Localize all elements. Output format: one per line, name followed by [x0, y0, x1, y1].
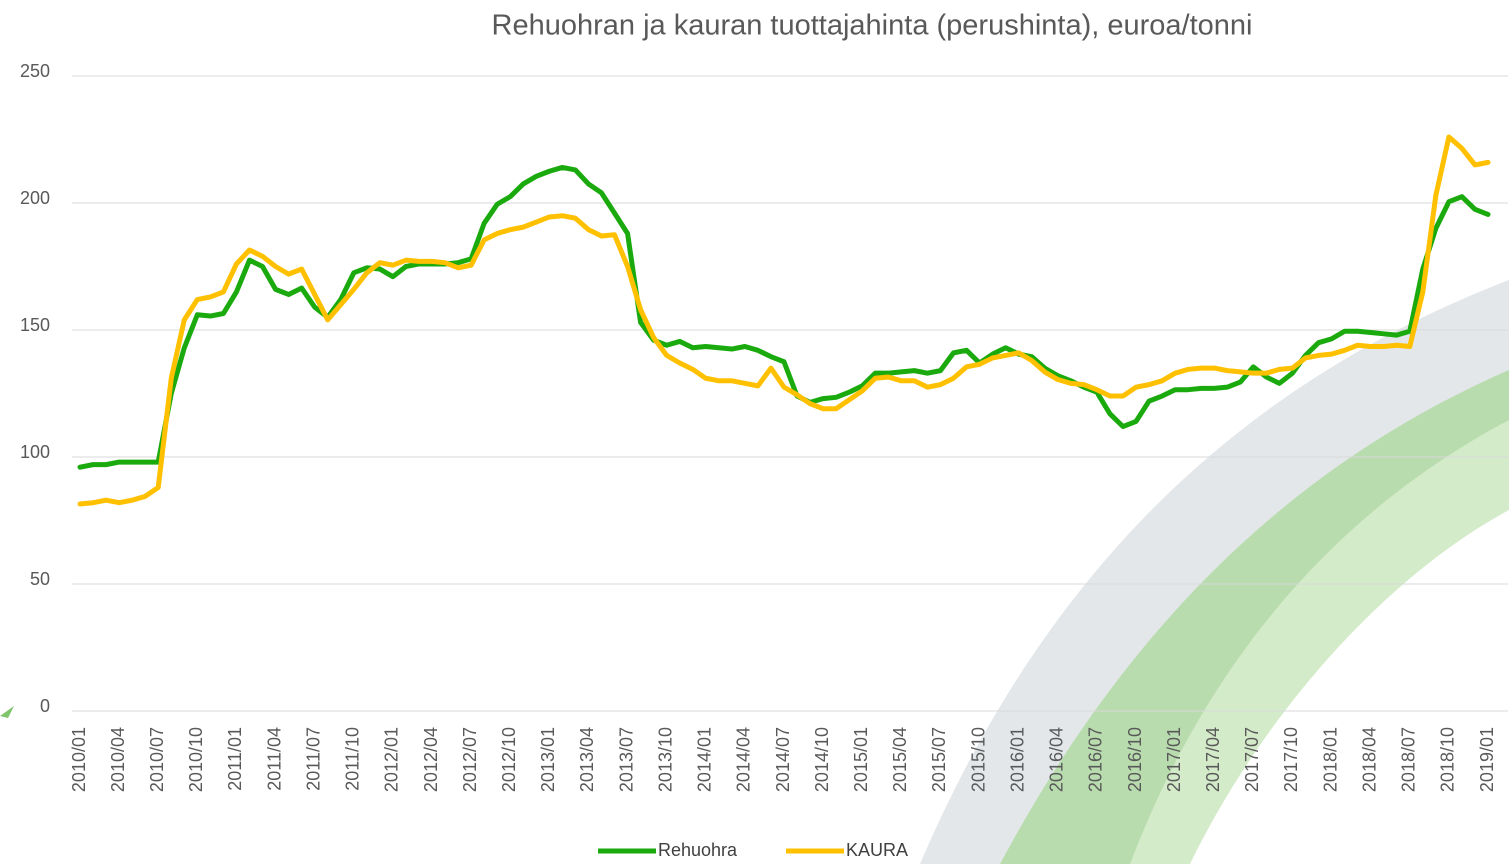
- y-tick-label: 150: [20, 315, 50, 335]
- x-tick-label: 2015/01: [851, 727, 871, 792]
- x-tick-label: 2017/07: [1242, 727, 1262, 792]
- x-tick-label: 2012/01: [382, 727, 402, 792]
- x-tick-label: 2018/01: [1320, 727, 1340, 792]
- x-tick-label: 2017/01: [1164, 727, 1184, 792]
- x-tick-label: 2012/04: [421, 727, 441, 792]
- x-tick-label: 2012/07: [460, 727, 480, 792]
- chart-title: Rehuohran ja kauran tuottajahinta (perus…: [492, 10, 1253, 42]
- x-tick-label: 2011/04: [264, 727, 284, 791]
- x-tick-label: 2018/07: [1399, 727, 1419, 792]
- x-tick-label: 2014/04: [734, 727, 754, 792]
- x-tick-label: 2011/01: [225, 727, 245, 791]
- x-tick-label: 2011/10: [343, 727, 363, 791]
- legend-label: Rehuohra: [658, 840, 738, 860]
- x-tick-label: 2017/04: [1203, 727, 1223, 792]
- x-tick-label: 2017/10: [1281, 727, 1301, 792]
- x-tick-label: 2016/04: [1047, 727, 1067, 792]
- legend-label: KAURA: [846, 840, 908, 860]
- x-tick-label: 2016/01: [1007, 727, 1027, 792]
- y-tick-label: 200: [20, 188, 50, 208]
- x-tick-label: 2013/04: [577, 727, 597, 792]
- x-tick-label: 2016/10: [1125, 727, 1145, 792]
- chart: Rehuohran ja kauran tuottajahinta (perus…: [0, 0, 1509, 864]
- x-tick-label: 2014/07: [773, 727, 793, 792]
- y-tick-label: 250: [20, 61, 50, 81]
- x-tick-label: 2010/04: [108, 727, 128, 792]
- corner-mark: [0, 706, 14, 718]
- x-tick-label: 2011/07: [303, 727, 323, 791]
- x-tick-label: 2018/10: [1438, 727, 1458, 792]
- y-tick-label: 50: [30, 569, 50, 589]
- x-tick-label: 2016/07: [1086, 727, 1106, 792]
- x-tick-label: 2013/01: [538, 727, 558, 792]
- x-tick-label: 2014/10: [812, 727, 832, 792]
- x-tick-label: 2015/07: [929, 727, 949, 792]
- x-tick-label: 2015/10: [968, 727, 988, 792]
- x-tick-label: 2012/10: [499, 727, 519, 792]
- x-tick-label: 2010/01: [69, 727, 89, 792]
- y-tick-label: 0: [40, 696, 50, 716]
- x-tick-label: 2013/10: [655, 727, 675, 792]
- x-tick-label: 2013/07: [616, 727, 636, 792]
- x-tick-label: 2015/04: [890, 727, 910, 792]
- x-tick-label: 2018/04: [1359, 727, 1379, 792]
- y-tick-label: 100: [20, 442, 50, 462]
- x-tick-label: 2010/07: [147, 727, 167, 792]
- x-tick-label: 2014/01: [695, 727, 715, 792]
- x-tick-label: 2019/01: [1477, 727, 1497, 792]
- x-tick-label: 2010/10: [186, 727, 206, 792]
